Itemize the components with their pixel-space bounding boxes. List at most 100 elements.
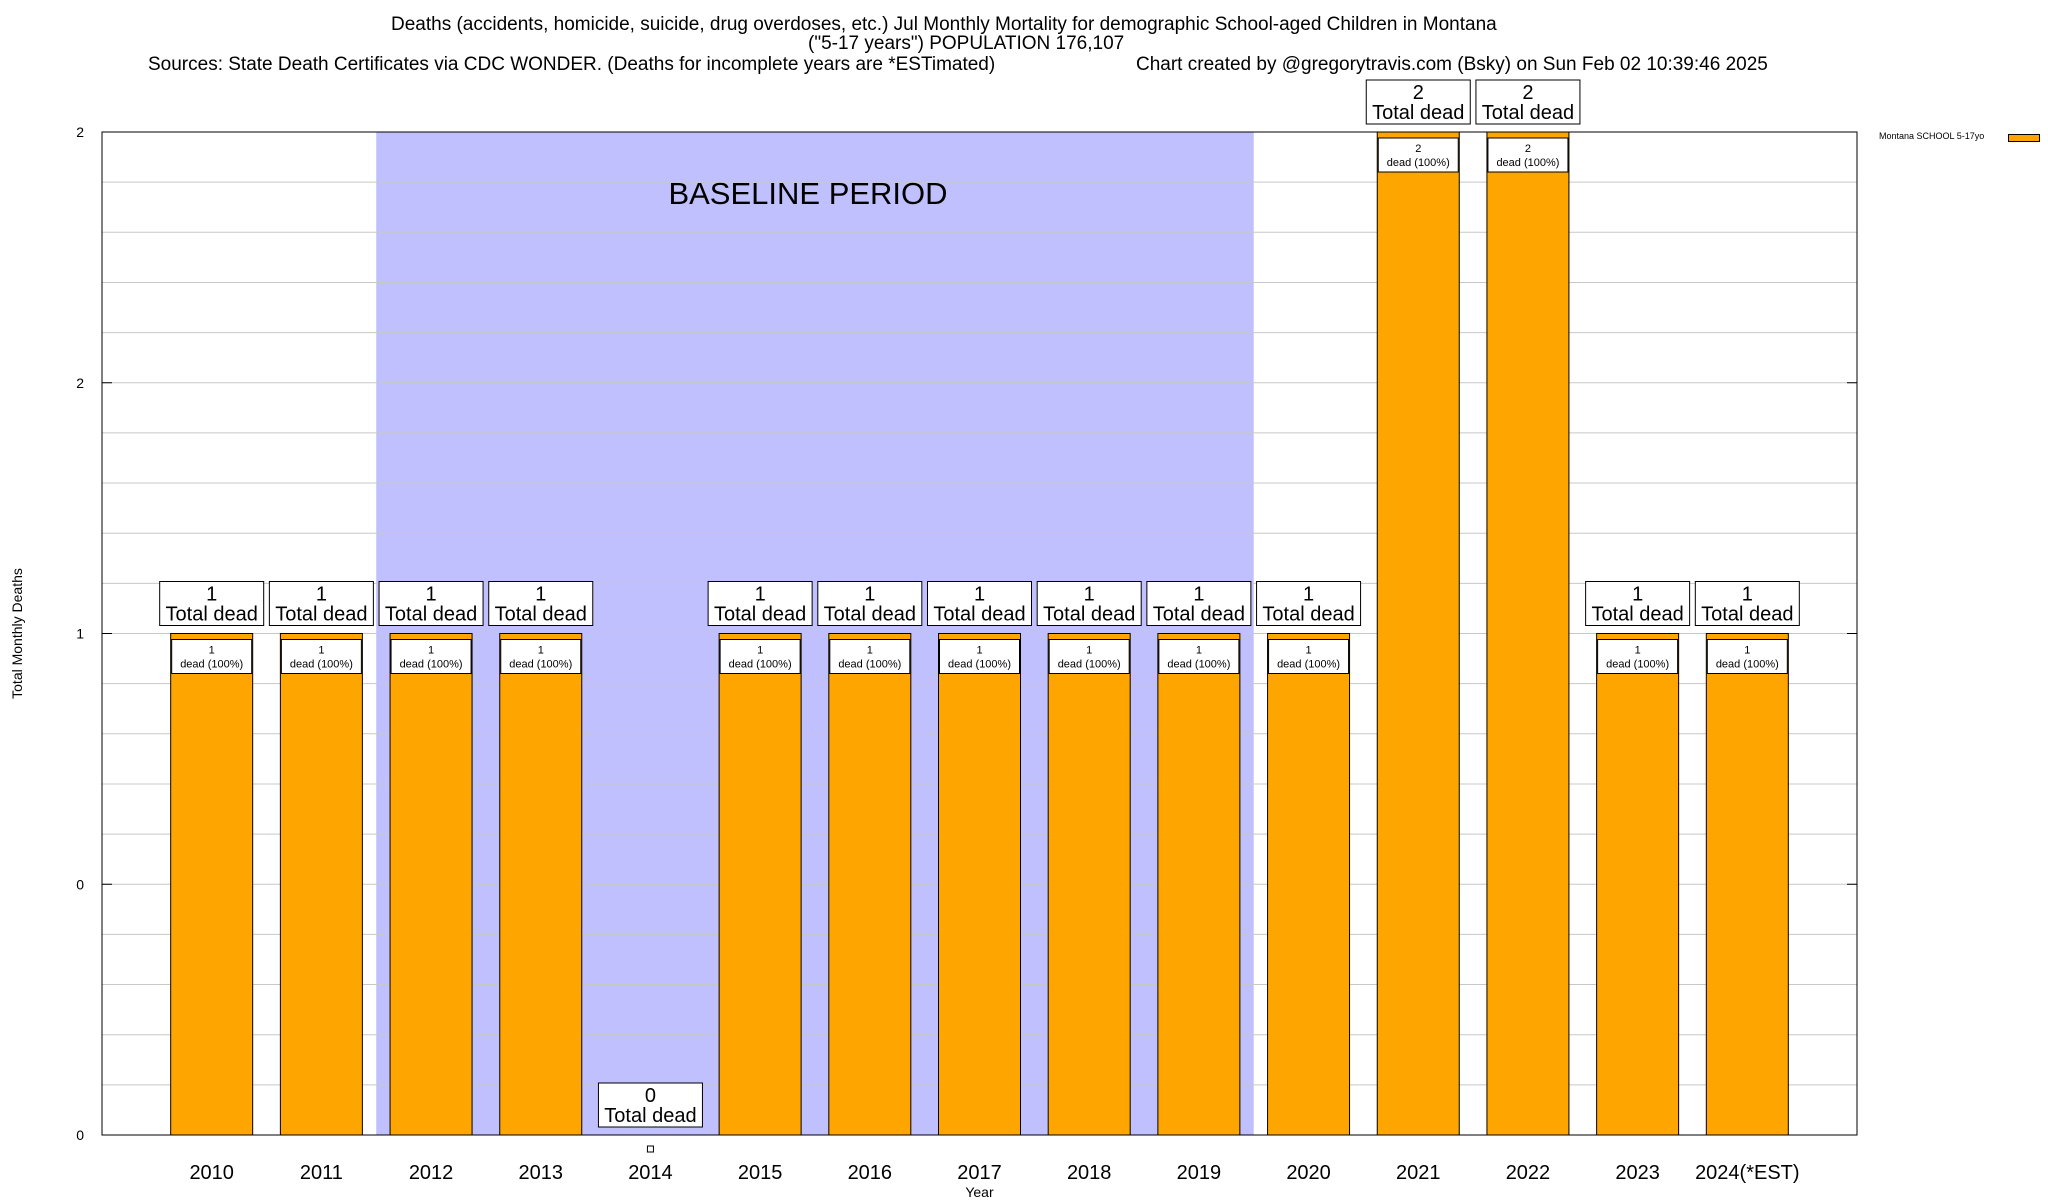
- segment-label-box: [280, 639, 362, 674]
- segment-label-box: [1048, 639, 1130, 674]
- segment-label-count: 1: [428, 645, 434, 657]
- y-tick-label: 2: [76, 375, 84, 391]
- total-label-box: [1694, 581, 1800, 626]
- total-label-count: 1: [426, 584, 437, 606]
- segment-label-text: dead (100%): [290, 659, 353, 671]
- bar: [389, 633, 473, 1136]
- total-label-box: [1146, 581, 1252, 626]
- total-label-text: Total dead: [1591, 604, 1683, 626]
- x-tick-label: 2010: [189, 1162, 234, 1184]
- y-tick-label: 2: [76, 124, 84, 140]
- segment-label-count: 2: [1525, 143, 1531, 155]
- segment-label-text: dead (100%): [1058, 659, 1121, 671]
- total-label-count: 1: [1742, 584, 1753, 606]
- zero-marker: [646, 1145, 654, 1153]
- x-tick-label: 2018: [1067, 1162, 1112, 1184]
- x-tick-label: 2024(*EST): [1695, 1162, 1800, 1184]
- bar: [279, 633, 363, 1136]
- segment-label-count: 1: [1744, 645, 1750, 657]
- segment-label-count: 1: [318, 645, 324, 657]
- y-axis-label: Total Monthly Deaths: [9, 568, 25, 699]
- y-tick-label: 1: [76, 626, 84, 642]
- y-tick-label: 0: [76, 1127, 84, 1143]
- total-label-box: [268, 581, 374, 626]
- x-tick-label: 2022: [1506, 1162, 1551, 1184]
- segment-label-box: [1377, 137, 1459, 173]
- total-label-count: 1: [1303, 584, 1314, 606]
- segment-label-text: dead (100%): [948, 659, 1011, 671]
- total-label-box: [488, 581, 594, 626]
- total-label-text: Total dead: [1701, 604, 1793, 626]
- total-label-box: [378, 581, 484, 626]
- segment-label-text: dead (100%): [1277, 659, 1340, 671]
- x-tick-label: 2020: [1286, 1162, 1331, 1184]
- baseline-label: BASELINE PERIOD: [668, 176, 947, 211]
- segment-label-box: [1268, 639, 1350, 674]
- total-label-count: 1: [1193, 584, 1204, 606]
- bar: [1267, 633, 1351, 1136]
- x-tick-label: 2011: [300, 1162, 343, 1184]
- chart-subtitle: ("5-17 years") POPULATION 176,107: [808, 33, 1125, 54]
- x-tick-label: 2012: [409, 1162, 454, 1184]
- segment-label-text: dead (100%): [180, 659, 243, 671]
- total-label-count: 1: [1084, 584, 1095, 606]
- segment-label-text: dead (100%): [838, 659, 901, 671]
- x-tick-label: 2023: [1615, 1162, 1660, 1184]
- total-label-text: Total dead: [933, 604, 1025, 626]
- segment-label-box: [1706, 639, 1788, 674]
- bar: [170, 633, 254, 1136]
- total-label-count: 1: [206, 584, 217, 606]
- total-label-box: [1475, 79, 1581, 125]
- total-label-box: [597, 1082, 703, 1128]
- total-label-text: Total dead: [1153, 604, 1245, 626]
- x-tick-label: 2016: [848, 1162, 893, 1184]
- bar: [1157, 633, 1241, 1136]
- total-label-text: Total dead: [1372, 102, 1464, 124]
- total-label-text: Total dead: [824, 604, 916, 626]
- segment-label-box: [1597, 639, 1679, 674]
- segment-label-count: 1: [538, 645, 544, 657]
- segment-label-text: dead (100%): [1496, 157, 1559, 169]
- segment-label-text: dead (100%): [1716, 659, 1779, 671]
- x-tick-label: 2013: [519, 1162, 564, 1184]
- x-tick-label: 2021: [1396, 1162, 1441, 1184]
- total-label-count: 0: [645, 1085, 656, 1107]
- total-label-text: Total dead: [385, 604, 477, 626]
- segment-label-text: dead (100%): [1606, 659, 1669, 671]
- segment-label-box: [829, 639, 911, 674]
- total-label-text: Total dead: [1482, 102, 1574, 124]
- total-label-box: [707, 581, 813, 626]
- total-label-box: [159, 581, 265, 626]
- segment-label-box: [1158, 639, 1240, 674]
- segment-label-count: 1: [757, 645, 763, 657]
- segment-label-box: [171, 639, 253, 674]
- segment-label-count: 2: [1415, 143, 1421, 155]
- total-label-count: 1: [974, 584, 985, 606]
- bar: [499, 633, 583, 1136]
- bar: [1705, 633, 1789, 1136]
- total-label-text: Total dead: [495, 604, 587, 626]
- total-label-count: 1: [755, 584, 766, 606]
- x-tick-label: 2014: [628, 1162, 673, 1184]
- total-label-text: Total dead: [275, 604, 367, 626]
- segment-label-text: dead (100%): [1387, 157, 1450, 169]
- total-label-text: Total dead: [1043, 604, 1135, 626]
- total-label-count: 1: [535, 584, 546, 606]
- total-label-box: [1585, 581, 1691, 626]
- bar: [1047, 633, 1131, 1136]
- segment-label-count: 1: [867, 645, 873, 657]
- bar: [1486, 131, 1570, 1136]
- chart-title: Deaths (accidents, homicide, suicide, dr…: [391, 14, 1497, 35]
- segment-label-count: 1: [1635, 645, 1641, 657]
- total-label-text: Total dead: [604, 1105, 696, 1127]
- segment-label-box: [1487, 137, 1569, 173]
- y-tick-label: 0: [76, 876, 84, 892]
- total-label-count: 1: [1632, 584, 1643, 606]
- bar: [1596, 633, 1680, 1136]
- total-label-box: [927, 581, 1032, 626]
- segment-label-box: [719, 639, 801, 674]
- segment-label-text: dead (100%): [1167, 659, 1230, 671]
- plot-frame: [101, 131, 1858, 1136]
- segment-label-count: 1: [1306, 645, 1312, 657]
